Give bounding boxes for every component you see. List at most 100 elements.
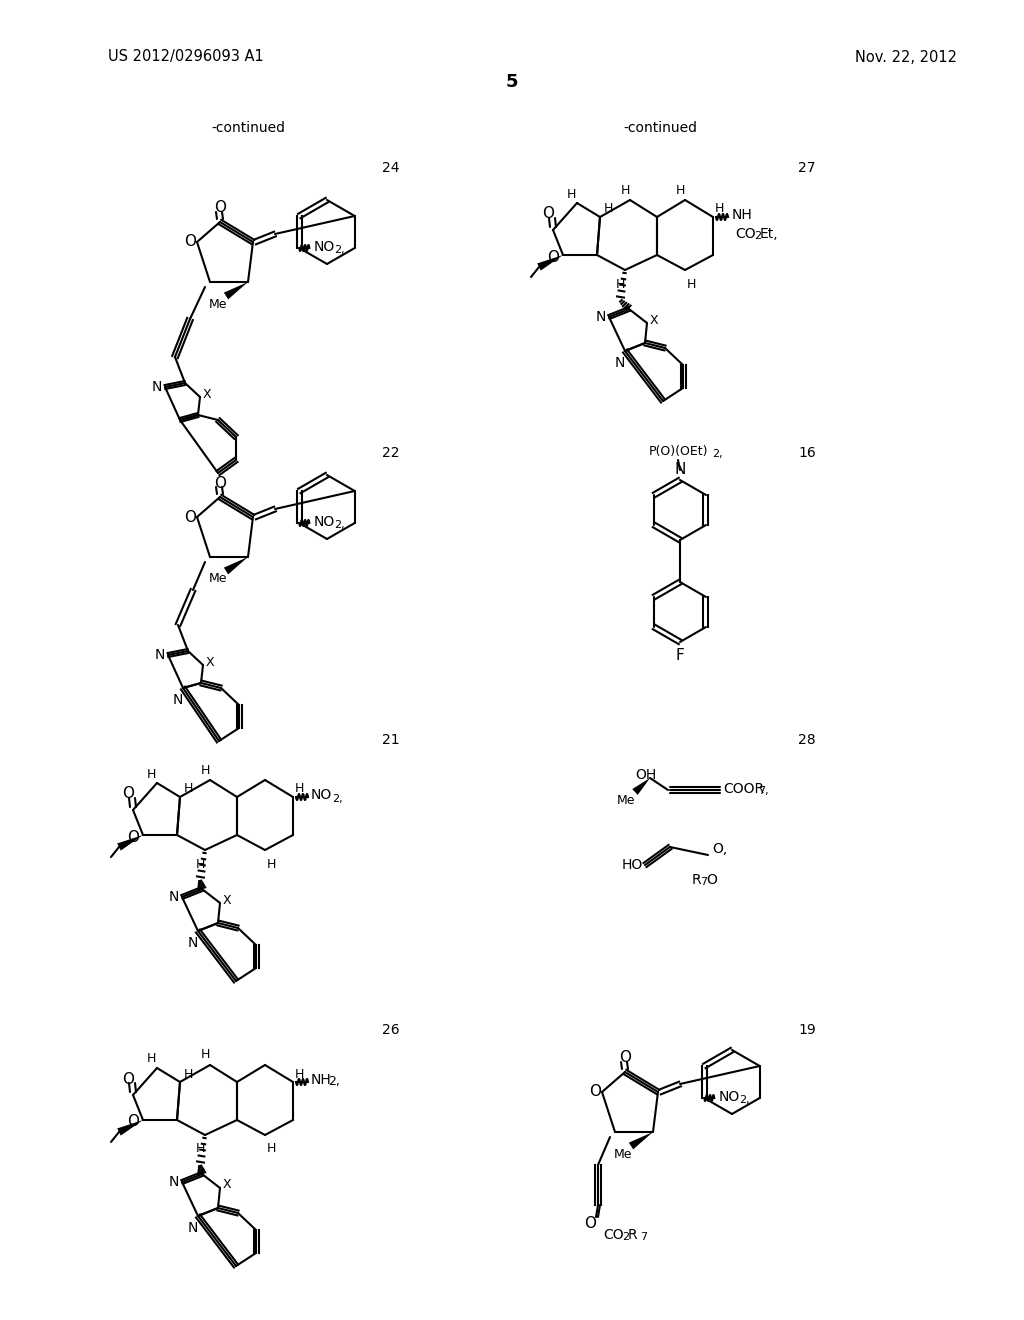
Text: NH: NH <box>732 209 753 222</box>
Text: NO: NO <box>718 1090 739 1104</box>
Text: Me: Me <box>613 1147 632 1160</box>
Text: O: O <box>122 1072 134 1086</box>
Polygon shape <box>629 1133 653 1150</box>
Text: 27: 27 <box>798 161 815 176</box>
Text: 21: 21 <box>382 733 399 747</box>
Text: H: H <box>183 1068 193 1081</box>
Text: X: X <box>222 1179 231 1192</box>
Text: O: O <box>618 1051 631 1065</box>
Text: O,: O, <box>712 842 727 855</box>
Text: N: N <box>596 310 606 323</box>
Text: 28: 28 <box>798 733 816 747</box>
Text: 22: 22 <box>382 446 399 459</box>
Text: CO: CO <box>735 227 756 242</box>
Text: NO: NO <box>311 788 332 803</box>
Text: X: X <box>206 656 214 668</box>
Text: NO: NO <box>313 240 335 253</box>
Text: O: O <box>127 1114 139 1130</box>
Text: O: O <box>214 475 226 491</box>
Text: OH: OH <box>635 768 656 781</box>
Text: X: X <box>222 894 231 907</box>
Text: X: X <box>649 314 658 326</box>
Text: F: F <box>676 648 684 663</box>
Text: O: O <box>706 873 717 887</box>
Text: N: N <box>675 462 686 477</box>
Text: 2: 2 <box>754 231 761 242</box>
Text: H: H <box>294 783 304 796</box>
Text: O: O <box>214 201 226 215</box>
Text: N: N <box>614 356 626 370</box>
Text: 19: 19 <box>798 1023 816 1038</box>
Text: O: O <box>584 1216 596 1230</box>
Text: H: H <box>201 1048 210 1061</box>
Text: Me: Me <box>209 297 227 310</box>
Text: X: X <box>203 388 211 400</box>
Text: N: N <box>169 1175 179 1189</box>
Polygon shape <box>632 777 650 795</box>
Text: 2,: 2, <box>328 1076 340 1089</box>
Text: NO: NO <box>313 515 335 529</box>
Text: H: H <box>566 187 575 201</box>
Text: -continued: -continued <box>211 121 285 135</box>
Text: O: O <box>547 249 559 264</box>
Text: 26: 26 <box>382 1023 399 1038</box>
Text: 2,: 2, <box>332 795 343 804</box>
Text: 2,: 2, <box>334 246 345 255</box>
Text: H: H <box>615 277 625 290</box>
Text: 2: 2 <box>622 1232 629 1242</box>
Text: US 2012/0296093 A1: US 2012/0296093 A1 <box>108 49 264 65</box>
Text: H: H <box>146 1052 156 1065</box>
Polygon shape <box>538 255 563 271</box>
Text: COOR: COOR <box>723 781 764 796</box>
Text: 2,: 2, <box>334 520 345 531</box>
Text: R: R <box>692 873 701 887</box>
Text: O: O <box>589 1085 601 1100</box>
Text: Et,: Et, <box>760 227 778 242</box>
Text: 2,: 2, <box>739 1096 750 1105</box>
Text: O: O <box>184 235 196 249</box>
Text: 7: 7 <box>640 1232 647 1242</box>
Text: H: H <box>686 277 695 290</box>
Text: 24: 24 <box>382 161 399 176</box>
Text: HO: HO <box>622 858 643 873</box>
Text: O: O <box>184 510 196 524</box>
Text: O: O <box>542 206 554 222</box>
Text: H: H <box>183 783 193 796</box>
Text: -continued: -continued <box>623 121 697 135</box>
Text: H: H <box>715 202 724 215</box>
Text: NH: NH <box>311 1073 332 1086</box>
Text: N: N <box>152 380 162 393</box>
Text: N: N <box>187 936 199 950</box>
Text: 2,: 2, <box>712 449 723 459</box>
Text: H: H <box>201 763 210 776</box>
Text: N: N <box>155 648 165 663</box>
Text: 16: 16 <box>798 446 816 459</box>
Text: P(O)(OEt): P(O)(OEt) <box>648 446 708 458</box>
Text: 7: 7 <box>700 876 708 887</box>
Text: H: H <box>196 858 205 870</box>
Text: N: N <box>187 1221 199 1236</box>
Text: N: N <box>173 693 183 708</box>
Polygon shape <box>117 836 143 850</box>
Text: O: O <box>122 787 134 801</box>
Text: H: H <box>603 202 612 215</box>
Text: Nov. 22, 2012: Nov. 22, 2012 <box>855 49 957 65</box>
Text: H: H <box>146 767 156 780</box>
Text: H: H <box>675 183 685 197</box>
Text: Me: Me <box>209 573 227 586</box>
Polygon shape <box>224 557 248 574</box>
Text: N: N <box>169 890 179 904</box>
Text: R: R <box>628 1228 638 1242</box>
Text: H: H <box>621 183 630 197</box>
Polygon shape <box>117 1119 143 1135</box>
Polygon shape <box>224 282 248 300</box>
Text: O: O <box>127 829 139 845</box>
Text: H: H <box>294 1068 304 1081</box>
Text: 5: 5 <box>506 73 518 91</box>
Text: 7,: 7, <box>758 785 769 796</box>
Text: CO: CO <box>603 1228 624 1242</box>
Text: H: H <box>266 858 275 870</box>
Text: Me: Me <box>616 793 635 807</box>
Text: H: H <box>266 1143 275 1155</box>
Text: H: H <box>196 1143 205 1155</box>
